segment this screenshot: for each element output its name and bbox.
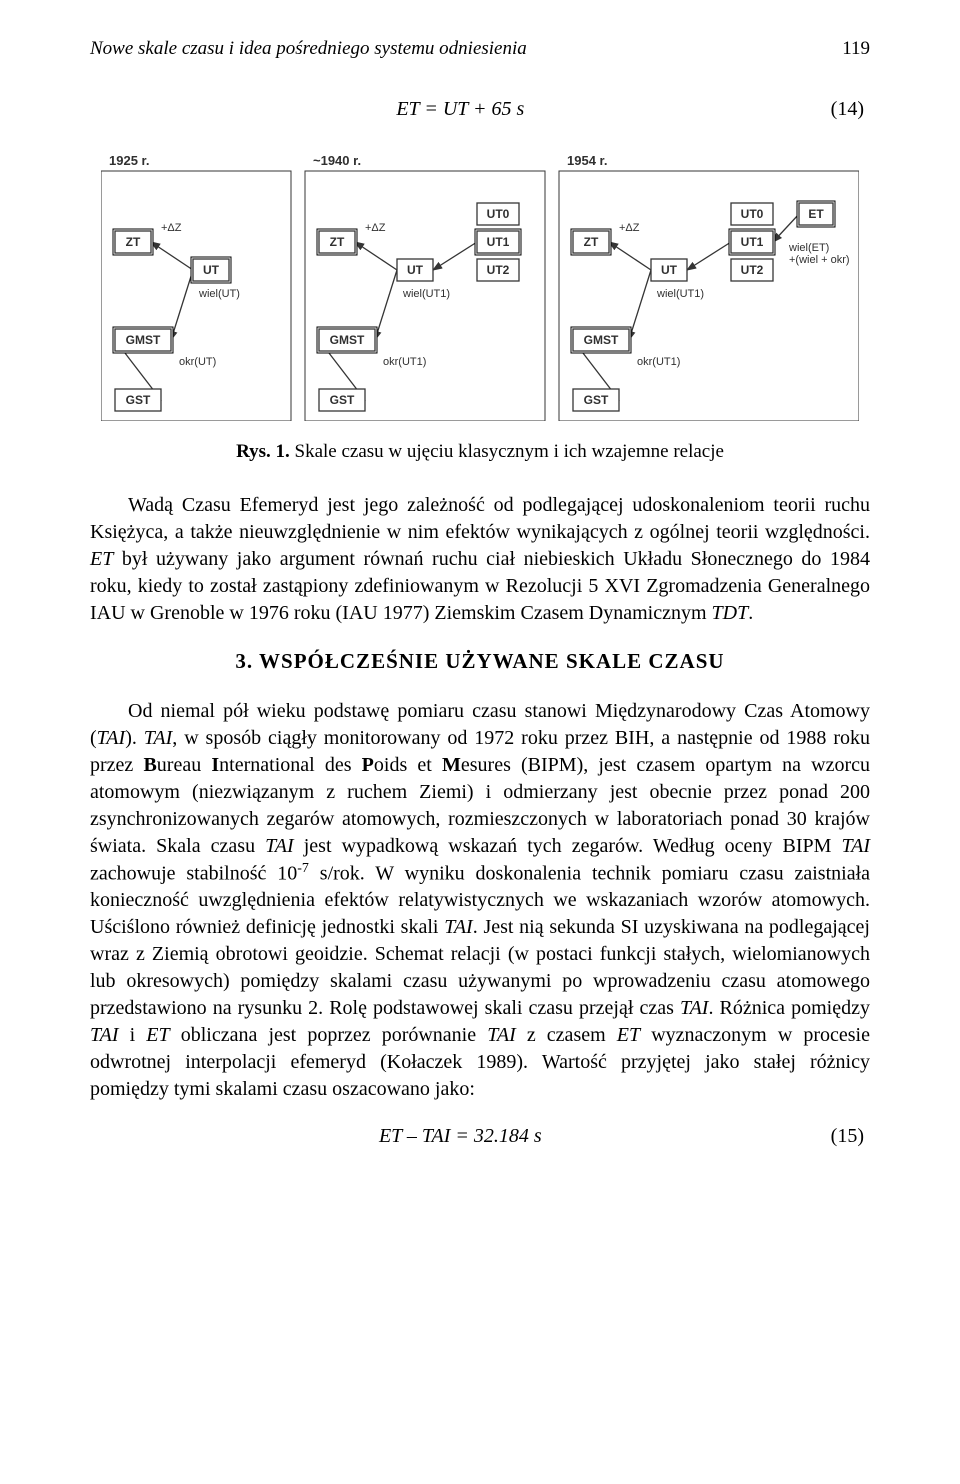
svg-text:+ΔZ: +ΔZ <box>365 222 386 234</box>
svg-text:UT0: UT0 <box>487 207 510 221</box>
svg-text:ZT: ZT <box>126 235 141 249</box>
svg-text:~1940 r.: ~1940 r. <box>313 153 361 168</box>
svg-text:UT1: UT1 <box>741 235 764 249</box>
svg-text:+ΔZ: +ΔZ <box>161 222 182 234</box>
svg-text:GMST: GMST <box>584 333 619 347</box>
svg-text:+ΔZ: +ΔZ <box>619 222 640 234</box>
svg-text:UT0: UT0 <box>741 207 764 221</box>
equation-15: ET – TAI = 32.184 s (15) <box>90 1123 870 1150</box>
svg-text:GST: GST <box>330 393 355 407</box>
paragraph-1: Wadą Czasu Efemeryd jest jego zależność … <box>90 492 870 627</box>
svg-text:+(wiel + okr): +(wiel + okr) <box>789 254 850 266</box>
svg-text:wiel(ET): wiel(ET) <box>788 242 829 254</box>
svg-text:GST: GST <box>584 393 609 407</box>
svg-text:wiel(UT1): wiel(UT1) <box>402 288 450 300</box>
svg-text:ET: ET <box>808 207 824 221</box>
paragraph-2: Od niemal pół wieku podstawę pomiaru cza… <box>90 698 870 1104</box>
svg-text:1954 r.: 1954 r. <box>567 153 608 168</box>
svg-text:1925 r.: 1925 r. <box>109 153 150 168</box>
svg-text:wiel(UT): wiel(UT) <box>198 288 240 300</box>
section-3-heading: 3. WSPÓŁCZEŚNIE UŻYWANE SKALE CZASU <box>90 647 870 675</box>
svg-text:UT1: UT1 <box>487 235 510 249</box>
svg-text:UT: UT <box>407 263 424 277</box>
svg-text:GMST: GMST <box>126 333 161 347</box>
svg-text:ZT: ZT <box>330 235 345 249</box>
equation-14: ET = UT + 65 s (14) <box>90 96 870 123</box>
equation-14-expr: ET = UT + 65 s <box>90 96 831 123</box>
page-number: 119 <box>842 36 870 62</box>
running-title: Nowe skale czasu i idea pośredniego syst… <box>90 36 527 62</box>
figure-1: 1925 r. +ΔZ wiel(UT) okr(UT) ZT UT GMST GST ~194… <box>90 149 870 465</box>
svg-text:UT2: UT2 <box>741 263 764 277</box>
running-header: Nowe skale czasu i idea pośredniego syst… <box>90 36 870 62</box>
svg-text:okr(UT1): okr(UT1) <box>383 356 426 368</box>
equation-15-num: (15) <box>831 1123 864 1150</box>
figure-1-svg: 1925 r. +ΔZ wiel(UT) okr(UT) ZT UT GMST GST ~194… <box>101 149 859 421</box>
svg-text:GST: GST <box>126 393 151 407</box>
svg-text:wiel(UT1): wiel(UT1) <box>656 288 704 300</box>
svg-text:okr(UT1): okr(UT1) <box>637 356 680 368</box>
figure-1-caption: Rys. 1. Skale czasu w ujęciu klasycznym … <box>90 439 870 465</box>
svg-text:ZT: ZT <box>584 235 599 249</box>
svg-text:UT: UT <box>661 263 678 277</box>
svg-text:UT: UT <box>203 263 220 277</box>
svg-text:GMST: GMST <box>330 333 365 347</box>
figure-1-caption-text: Skale czasu w ujęciu klasycznym i ich wz… <box>295 441 724 462</box>
equation-14-num: (14) <box>831 96 864 123</box>
equation-15-expr: ET – TAI = 32.184 s <box>90 1123 831 1150</box>
svg-text:okr(UT): okr(UT) <box>179 356 216 368</box>
svg-text:UT2: UT2 <box>487 263 510 277</box>
figure-1-caption-prefix: Rys. 1. <box>236 441 294 462</box>
